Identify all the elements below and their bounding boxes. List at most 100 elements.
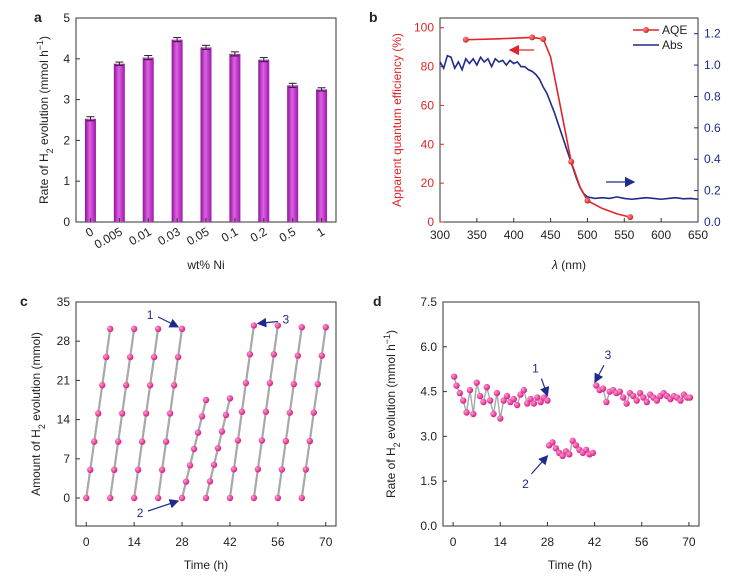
panel-d-point <box>476 392 484 400</box>
panel-b-aqe-point <box>568 158 575 165</box>
panel-c-point <box>198 413 206 420</box>
panel-d-y-tick-label: 6.0 <box>420 340 437 354</box>
panel-c-point <box>83 494 90 502</box>
panel-b-frame <box>439 17 699 223</box>
panel-a-bar <box>258 59 270 223</box>
panel-d-point <box>460 397 467 404</box>
panel-a-x-tick-label: 0.03 <box>155 224 183 248</box>
panel-b-right-y-tick-label: 0.0 <box>704 215 721 229</box>
panel-b-x-tick-label: 500 <box>577 228 597 242</box>
panel-d-y-tick-label: 1.5 <box>420 474 437 488</box>
panel-d-point <box>453 382 460 389</box>
panel-d-point <box>559 452 566 460</box>
panel-b-left-axis-label: Apparent quantum efficiency (%) <box>390 33 404 207</box>
panel-c-point <box>91 438 98 445</box>
panel-d-point <box>534 394 541 401</box>
panel-c-x-tick-label: 14 <box>127 535 141 549</box>
panel-c-point <box>210 461 218 468</box>
panel-b-line-chart: Apparent quantum efficiency (%) λ (nm) A… <box>390 17 721 272</box>
panel-c-y-tick-label: 7 <box>63 452 70 466</box>
panel-b-x-tick-label: 550 <box>614 228 634 242</box>
panel-d-annotation-label: 1 <box>532 362 539 376</box>
panel-d-point <box>513 401 521 409</box>
panel-c-x-tick-label: 70 <box>319 535 333 549</box>
panel-c-point <box>314 380 321 388</box>
panel-a-y-tick-label: 4 <box>63 52 70 66</box>
panel-c-point <box>87 466 94 474</box>
panel-c-point <box>114 438 122 445</box>
panel-d-x-axis-label: Time (h) <box>548 558 592 572</box>
panel-b-aqe-point <box>540 35 547 42</box>
panel-c-y-tick-label: 0 <box>63 491 70 505</box>
panel-c-point <box>178 325 186 333</box>
panel-c-point <box>162 438 170 445</box>
panel-c-point <box>226 395 234 402</box>
panel-c-annotation-label: 1 <box>147 308 154 322</box>
panel-c-point <box>122 382 130 389</box>
panel-c-point <box>270 351 278 358</box>
panel-b-left-y-tick-label: 80 <box>421 60 435 74</box>
panel-d-point <box>549 439 556 446</box>
panel-d-y-tick-label: 4.5 <box>420 385 437 399</box>
panel-d-y-axis-label: Rate of H2 evolution (mmol h−1) <box>382 330 402 498</box>
panel-c-annotation-label: 3 <box>283 313 290 327</box>
panel-c-frame <box>75 301 337 527</box>
panel-c-y-tick-label: 14 <box>57 413 71 427</box>
panel-d-annotation-arrow <box>530 454 549 475</box>
panel-c-scatter-chart: Amount of H2 evolution (mmol) Time (h) 0… <box>29 295 337 572</box>
panel-d-point <box>500 397 507 404</box>
panel-d-point <box>599 385 607 392</box>
panel-d-annotation-arrow <box>540 378 550 397</box>
panel-c-point <box>166 410 174 417</box>
panel-c-point <box>238 408 246 415</box>
panel-c-point <box>146 382 154 389</box>
panel-b-left-y-tick-label: 0 <box>427 215 434 229</box>
panel-c-point <box>194 429 202 436</box>
panel-c-point <box>95 410 102 417</box>
panel-d-point <box>470 410 477 418</box>
panel-b-x-tick-label: 600 <box>651 228 671 242</box>
panel-c-point <box>150 353 158 361</box>
panel-b-x-tick-label: 300 <box>430 228 450 242</box>
panel-a-x-tick-label: 0.2 <box>248 224 270 245</box>
panel-d-point <box>589 449 597 457</box>
panel-d-point <box>503 392 511 400</box>
panel-d-point <box>603 398 610 406</box>
panel-d-point <box>623 400 630 407</box>
panel-c-annotation-label: 2 <box>137 506 144 520</box>
panel-d-point <box>486 397 494 404</box>
panel-b-left-y-tick-label: 60 <box>421 98 435 112</box>
panel-c-point <box>206 478 214 485</box>
panel-c-point <box>290 380 298 388</box>
panel-d-point <box>636 389 644 397</box>
panel-c-point <box>154 325 162 333</box>
panel-c-point <box>294 352 301 359</box>
panel-b-left-y-tick-label: 40 <box>421 137 435 151</box>
panel-d-x-tick-label: 70 <box>682 535 696 549</box>
panel-d-point <box>640 394 647 401</box>
panel-c-point <box>111 466 118 474</box>
panel-c-point <box>186 462 194 469</box>
panel-c-point <box>190 445 198 453</box>
panel-c-y-axis-label: Amount of H2 evolution (mmol) <box>29 332 47 496</box>
panel-d-point <box>524 400 531 407</box>
panel-d-point <box>537 398 544 406</box>
panel-c-point <box>134 466 142 474</box>
panel-b-x-tick-label: 400 <box>504 228 524 242</box>
panel-d-y-tick-label: 3.0 <box>420 429 437 443</box>
panel-a-bar <box>171 39 183 223</box>
panel-c-point <box>298 494 305 502</box>
panel-d-frame <box>442 301 700 527</box>
panel-a-y-tick-label: 5 <box>63 11 70 25</box>
panel-b-abs-line <box>439 54 699 201</box>
panel-b-right-y-tick-label: 0.4 <box>704 152 721 166</box>
panel-d-point <box>566 451 573 458</box>
panel-c-x-tick-label: 56 <box>271 535 285 549</box>
panel-b-right-y-tick-label: 1.2 <box>704 27 721 41</box>
panel-d-point <box>466 386 474 394</box>
panel-d-annotation-label: 2 <box>522 477 529 491</box>
panel-c-point <box>107 325 114 333</box>
panel-label-d: d <box>373 293 382 309</box>
panel-a-y-tick-label: 0 <box>63 215 70 229</box>
panel-d-point <box>510 395 517 403</box>
